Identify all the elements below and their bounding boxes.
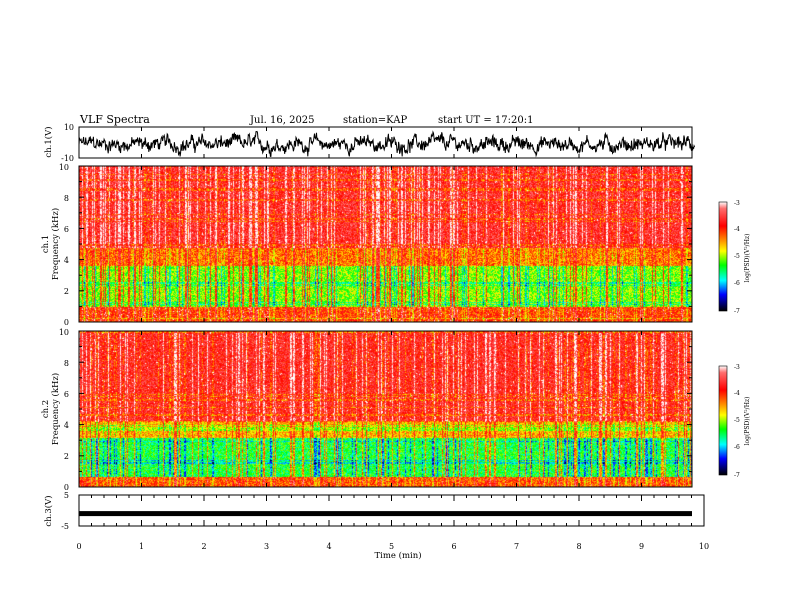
ch1-freq-tick-0: 0 — [64, 318, 69, 327]
ch1-waveform-ticks — [78, 127, 642, 158]
ch1-ytick-bottom: -10 — [61, 154, 74, 163]
ch2-freq-tick-8: 8 — [64, 359, 69, 368]
ch3-ytick-top: 5 — [64, 491, 69, 500]
ch1-colorbar-label: log(PSD)(V²/Hz) — [744, 234, 751, 283]
time-tick-label: 1 — [139, 542, 144, 551]
ch2-cb-tick-m7: -7 — [734, 472, 740, 479]
start-time-label: start UT = 17:20:1 — [438, 115, 533, 126]
ch1-cb-tick-m5: -5 — [734, 253, 740, 260]
ch1-ytick-top: 10 — [64, 123, 74, 132]
ch1-spectrogram-panel: 0 2 4 6 8 10 ch.1Frequency (kHz) — [41, 163, 693, 327]
ch1-spectrogram-ylabel: ch.1Frequency (kHz) — [41, 208, 61, 280]
ch1-colorbar: -3 -4 -5 -6 -7 log(PSD)(V²/Hz) — [718, 200, 751, 315]
time-tick-label: 6 — [451, 542, 456, 551]
time-tick-label: 3 — [264, 542, 269, 551]
ch1-cb-tick-m7: -7 — [734, 308, 740, 315]
ch1-waveform-panel: 10 -10 ch.1(V) — [43, 123, 696, 163]
ch2-freq-tick-6: 6 — [64, 390, 69, 399]
ch2-cb-tick-m4: -4 — [734, 390, 740, 397]
time-tick-label: 5 — [389, 542, 394, 551]
ch1-freq-tick-6: 6 — [64, 225, 69, 234]
time-axis-label: Time (min) — [374, 550, 421, 561]
ch1-waveform-ylabel: ch.1(V) — [43, 126, 54, 157]
ch1-cb-tick-m6: -6 — [734, 280, 740, 287]
ch2-cb-tick-m3: -3 — [734, 364, 740, 371]
ch3-waveform-line — [79, 511, 692, 517]
ch2-spectrogram-ticks — [78, 330, 692, 488]
ch2-spectrogram-ylabel: ch.2Frequency (kHz) — [41, 373, 61, 445]
time-tick-label: 2 — [201, 542, 206, 551]
ch2-freq-tick-10: 10 — [59, 328, 69, 337]
time-axis: 0 1 2 3 4 5 6 7 8 9 10 — [76, 495, 709, 551]
ch1-spectrogram-ticks — [78, 165, 692, 323]
date-label: Jul. 16, 2025 — [249, 115, 315, 126]
ch2-freq-tick-0: 0 — [64, 483, 69, 492]
ch2-cb-tick-m6: -6 — [734, 444, 740, 451]
ch2-cb-tick-m5: -5 — [734, 417, 740, 424]
time-tick-label: 7 — [514, 542, 519, 551]
ch1-freq-tick-4: 4 — [64, 256, 69, 265]
ch2-colorbar-gradient — [719, 366, 727, 475]
ch2-spectrogram-image — [79, 331, 692, 487]
ch1-waveform-frame — [78, 126, 693, 159]
ch1-freq-tick-10: 10 — [59, 163, 69, 172]
ch2-colorbar: -3 -4 -5 -6 -7 log(PSD)(V²/Hz) — [718, 364, 751, 479]
figure-title: VLF Spectra — [79, 113, 150, 126]
ch2-freq-tick-2: 2 — [64, 452, 69, 461]
ch1-waveform-line — [78, 130, 696, 158]
ch1-spectrogram-image — [79, 166, 692, 322]
ch3-waveform-ylabel: ch.3(V) — [43, 495, 54, 526]
ch1-colorbar-gradient — [719, 202, 727, 311]
time-tick-label: 0 — [76, 542, 81, 551]
ch2-spectrogram-panel: 0 2 4 6 8 10 ch.2Frequency (kHz) — [41, 328, 693, 492]
ch2-colorbar-frame — [718, 365, 728, 476]
ch1-cb-tick-m3: -3 — [734, 200, 740, 207]
time-tick-label: 9 — [639, 542, 644, 551]
ch3-waveform-panel: 5 -5 ch.3(V) — [43, 491, 705, 531]
station-label: station=KAP — [343, 115, 407, 126]
ch1-freq-tick-8: 8 — [64, 194, 69, 203]
ch2-colorbar-label: log(PSD)(V²/Hz) — [744, 397, 751, 446]
time-tick-label: 4 — [326, 542, 331, 551]
ch2-freq-tick-4: 4 — [64, 421, 69, 430]
time-tick-label: 8 — [576, 542, 581, 551]
ch1-colorbar-frame — [718, 201, 728, 312]
ch1-freq-tick-2: 2 — [64, 287, 69, 296]
time-tick-label: 10 — [699, 542, 709, 551]
ch3-ytick-bottom: -5 — [61, 522, 69, 531]
ch1-cb-tick-m4: -4 — [734, 226, 740, 233]
